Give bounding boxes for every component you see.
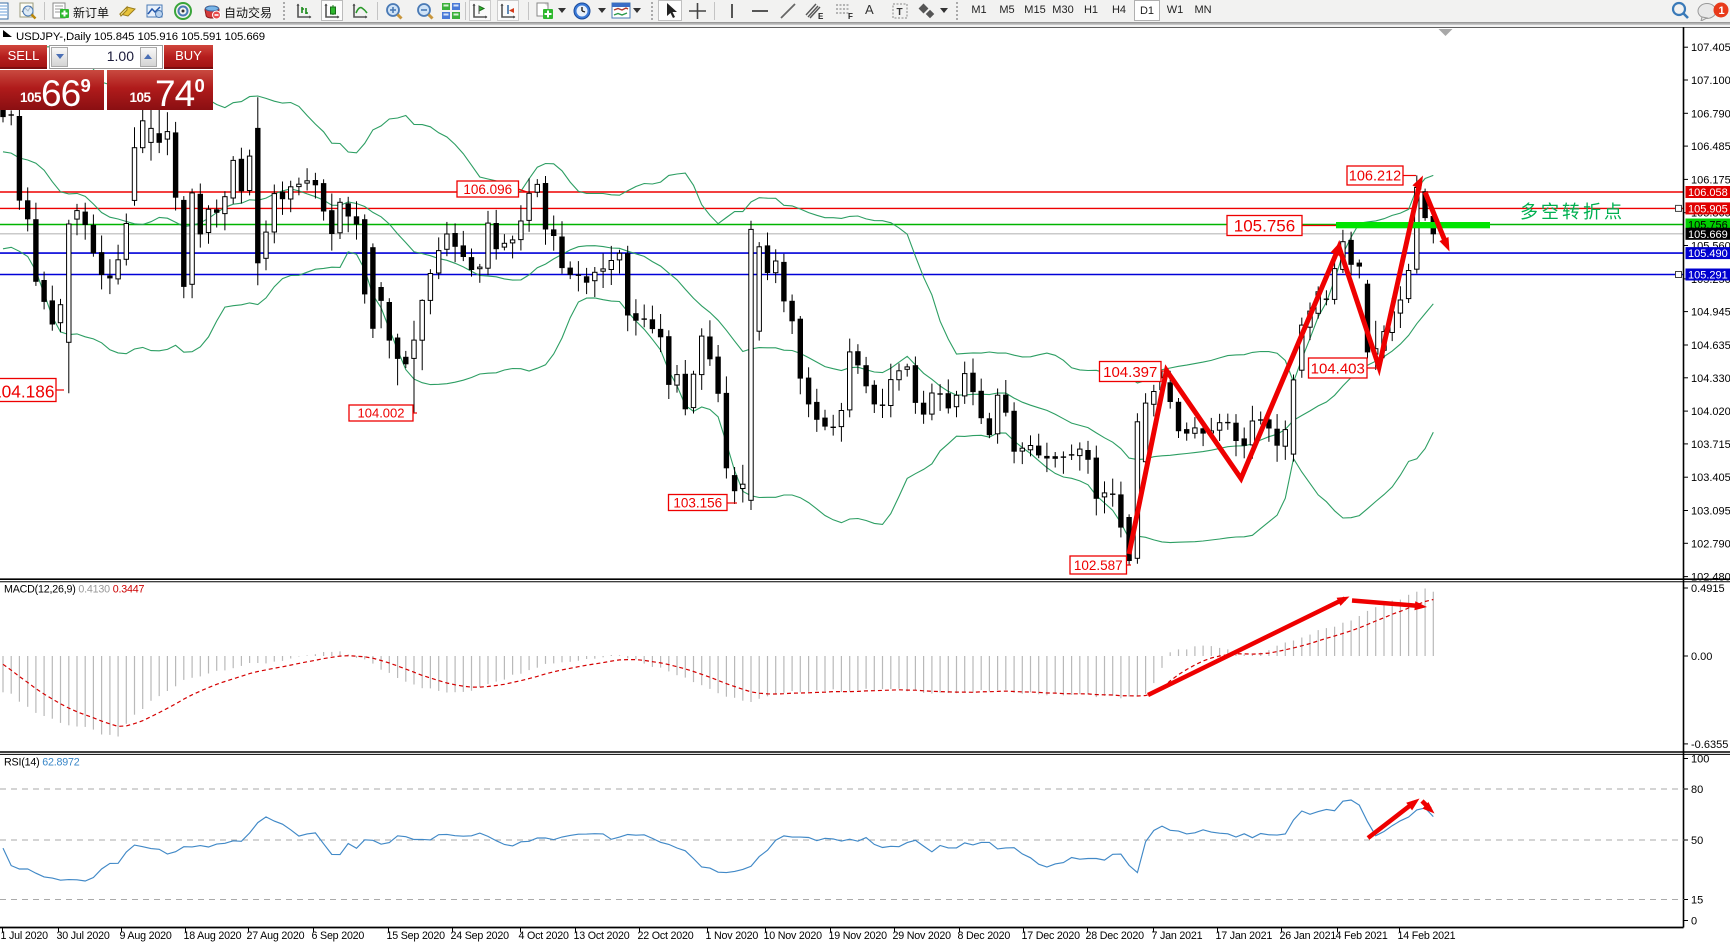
svg-text:RSI(14) 62.8972: RSI(14) 62.8972 [4, 757, 80, 769]
svg-text:106.096: 106.096 [463, 182, 512, 197]
svg-text:30 Jul 2020: 30 Jul 2020 [57, 930, 110, 942]
svg-text:104.186: 104.186 [0, 382, 54, 402]
svg-text:0: 0 [1691, 916, 1697, 928]
svg-text:1 Nov 2020: 1 Nov 2020 [706, 930, 759, 942]
svg-text:104.397: 104.397 [1103, 364, 1157, 381]
svg-text:102.587: 102.587 [1074, 558, 1123, 573]
svg-text:E: E [818, 12, 824, 20]
svg-text:105.905: 105.905 [1688, 203, 1728, 215]
svg-text:18 Aug 2020: 18 Aug 2020 [184, 930, 242, 942]
svg-text:104.002: 104.002 [358, 406, 405, 421]
svg-text:107.100: 107.100 [1691, 75, 1730, 87]
svg-text:103.156: 103.156 [673, 495, 722, 510]
svg-text:14 Feb 2021: 14 Feb 2021 [1398, 930, 1456, 942]
svg-text:4 Feb 2021: 4 Feb 2021 [1336, 930, 1388, 942]
svg-text:19 Nov 2020: 19 Nov 2020 [829, 930, 888, 942]
svg-text:0.4915: 0.4915 [1691, 583, 1725, 595]
svg-text:9 Aug 2020: 9 Aug 2020 [120, 930, 172, 942]
svg-text:8 Dec 2020: 8 Dec 2020 [958, 930, 1011, 942]
svg-text:0.00: 0.00 [1691, 651, 1712, 663]
svg-text:13 Oct 2020: 13 Oct 2020 [574, 930, 630, 942]
svg-text:105.291: 105.291 [1688, 270, 1728, 282]
svg-text:15: 15 [1691, 895, 1703, 907]
svg-text:103.405: 103.405 [1691, 472, 1730, 484]
svg-text:106.790: 106.790 [1691, 108, 1730, 120]
svg-text:104.403: 104.403 [1311, 360, 1365, 377]
svg-text:1: 1 [1719, 5, 1725, 17]
svg-text:104.020: 104.020 [1691, 406, 1730, 418]
svg-text:102.480: 102.480 [1691, 572, 1730, 584]
svg-text:10 Nov 2020: 10 Nov 2020 [764, 930, 823, 942]
svg-text:104.945: 104.945 [1691, 307, 1730, 319]
svg-text:22 Oct 2020: 22 Oct 2020 [638, 930, 694, 942]
svg-text:7 Jan 2021: 7 Jan 2021 [1152, 930, 1203, 942]
svg-text:MACD(12,26,9) 0.4130 0.3447: MACD(12,26,9) 0.4130 0.3447 [4, 584, 144, 596]
svg-text:105.490: 105.490 [1688, 248, 1728, 260]
svg-text:29 Nov 2020: 29 Nov 2020 [893, 930, 952, 942]
svg-text:104.330: 104.330 [1691, 373, 1730, 385]
svg-text:100: 100 [1691, 754, 1709, 766]
svg-text:105.756: 105.756 [1234, 217, 1295, 236]
svg-text:50: 50 [1691, 835, 1703, 847]
svg-text:28 Dec 2020: 28 Dec 2020 [1086, 930, 1145, 942]
svg-text:104.635: 104.635 [1691, 340, 1730, 352]
svg-text:27 Aug 2020: 27 Aug 2020 [247, 930, 305, 942]
svg-text:1 Jul 2020: 1 Jul 2020 [1, 930, 49, 942]
svg-text:103.095: 103.095 [1691, 506, 1730, 518]
svg-text:4 Oct 2020: 4 Oct 2020 [519, 930, 570, 942]
svg-text:-0.6355: -0.6355 [1691, 739, 1728, 751]
svg-text:106.485: 106.485 [1691, 141, 1730, 153]
svg-text:USDJPY-,Daily 105.845 105.916: USDJPY-,Daily 105.845 105.916 105.591 10… [16, 31, 265, 43]
svg-text:106.175: 106.175 [1691, 174, 1730, 186]
svg-text:T: T [897, 7, 903, 18]
svg-text:102.790: 102.790 [1691, 538, 1730, 550]
svg-text:多空转折点: 多空转折点 [1520, 202, 1625, 222]
svg-text:F: F [848, 12, 853, 20]
svg-text:15 Sep 2020: 15 Sep 2020 [387, 930, 446, 942]
svg-text:17 Dec 2020: 17 Dec 2020 [1022, 930, 1081, 942]
svg-text:105.669: 105.669 [1688, 229, 1728, 241]
svg-text:106.212: 106.212 [1349, 169, 1401, 185]
svg-text:80: 80 [1691, 784, 1703, 796]
svg-text:103.715: 103.715 [1691, 439, 1730, 451]
svg-text:6 Sep 2020: 6 Sep 2020 [312, 930, 365, 942]
svg-text:26 Jan 2021: 26 Jan 2021 [1280, 930, 1337, 942]
svg-text:106.058: 106.058 [1688, 187, 1728, 199]
svg-text:107.405: 107.405 [1691, 42, 1730, 54]
svg-text:24 Sep 2020: 24 Sep 2020 [451, 930, 510, 942]
svg-text:17 Jan 2021: 17 Jan 2021 [1216, 930, 1273, 942]
